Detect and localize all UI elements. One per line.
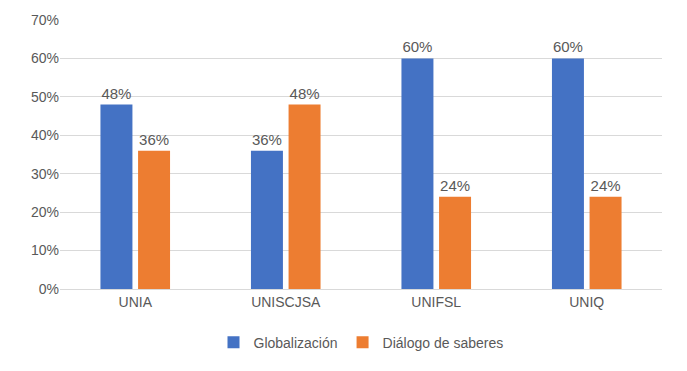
svg-text:24%: 24% bbox=[440, 177, 470, 194]
svg-text:0%: 0% bbox=[39, 281, 59, 297]
svg-text:70%: 70% bbox=[31, 12, 59, 28]
svg-text:30%: 30% bbox=[31, 166, 59, 182]
svg-text:UNIA: UNIA bbox=[119, 294, 153, 310]
svg-text:60%: 60% bbox=[402, 38, 432, 55]
svg-text:20%: 20% bbox=[31, 204, 59, 220]
svg-text:36%: 36% bbox=[139, 131, 169, 148]
svg-text:36%: 36% bbox=[252, 131, 282, 148]
svg-text:60%: 60% bbox=[553, 38, 583, 55]
svg-text:10%: 10% bbox=[31, 242, 59, 258]
svg-text:40%: 40% bbox=[31, 127, 59, 143]
svg-text:UNISCJSA: UNISCJSA bbox=[251, 294, 321, 310]
svg-text:24%: 24% bbox=[591, 177, 621, 194]
svg-text:48%: 48% bbox=[101, 85, 131, 102]
svg-text:50%: 50% bbox=[31, 89, 59, 105]
svg-text:Globalización: Globalización bbox=[254, 335, 338, 351]
svg-text:UNIFSL: UNIFSL bbox=[411, 294, 461, 310]
svg-text:Diálogo de saberes: Diálogo de saberes bbox=[383, 335, 504, 351]
svg-text:UNIQ: UNIQ bbox=[569, 294, 604, 310]
svg-text:60%: 60% bbox=[31, 50, 59, 66]
svg-text:48%: 48% bbox=[290, 85, 320, 102]
